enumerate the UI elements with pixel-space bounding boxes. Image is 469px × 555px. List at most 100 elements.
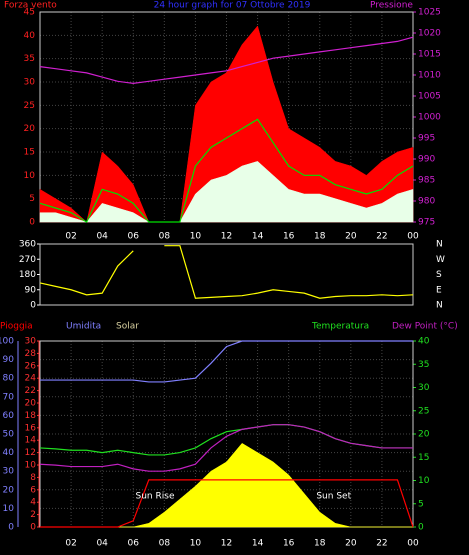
- y3-tick-label: 20: [25, 399, 37, 409]
- x-tick-label: 10: [190, 232, 202, 242]
- y-tick-label: 180: [19, 270, 36, 280]
- x-tick-label: 06: [128, 539, 140, 549]
- y-tick-label: 45: [24, 8, 35, 18]
- y2-tick-label: 20: [418, 430, 430, 440]
- x-tick-label: 14: [252, 232, 264, 242]
- y2-tick-label: 990: [418, 155, 435, 165]
- y2-tick-label: 980: [418, 197, 435, 207]
- y-tick-label: 90: [25, 285, 37, 295]
- line: [39, 245, 414, 299]
- area: [39, 161, 414, 223]
- y2-axis-label: Pressione: [370, 1, 413, 11]
- y-axis-label: Forza vento: [4, 1, 57, 11]
- area: [39, 25, 414, 223]
- y3-tick-label: 2: [30, 510, 36, 520]
- annotation: Sun Set: [316, 492, 351, 502]
- y2-tick-label: N: [436, 240, 443, 250]
- x-tick-label: 22: [376, 232, 387, 242]
- y3-tick-label: 28: [25, 349, 37, 359]
- line: [39, 118, 414, 223]
- y2-tick-label: 10: [418, 476, 430, 486]
- y-tick-label: 20: [24, 124, 36, 134]
- y-tick-label: 80: [3, 374, 15, 384]
- line: [39, 424, 413, 472]
- y2-tick-label: 975: [418, 218, 435, 228]
- y-tick-label: 90: [3, 355, 15, 365]
- y2-tick-label: E: [436, 285, 442, 295]
- y-tick-label: 0: [29, 218, 35, 228]
- annotation: Sun Rise: [136, 492, 175, 502]
- y-tick-label: 0: [30, 301, 36, 311]
- y3-tick-label: 14: [25, 436, 37, 446]
- x-tick-label: 18: [314, 539, 326, 549]
- y3-tick-label: 26: [25, 361, 37, 371]
- y-tick-label: 20: [3, 485, 15, 495]
- y-tick-label: 270: [19, 255, 36, 265]
- x-tick-label: 12: [221, 539, 232, 549]
- y-tick-label: 70: [3, 392, 15, 402]
- x-tick-label: 04: [96, 232, 108, 242]
- y2-tick-label: 1020: [418, 29, 441, 39]
- x-tick-label: 02: [65, 232, 76, 242]
- y3-tick-label: 22: [25, 386, 36, 396]
- x-tick-label: 10: [190, 539, 202, 549]
- y-tick-label: 50: [3, 430, 15, 440]
- line: [40, 340, 413, 383]
- line: [39, 36, 414, 85]
- y-tick-label: 5: [29, 194, 35, 204]
- x-tick-label: 20: [345, 539, 357, 549]
- plot-frame: [39, 243, 414, 306]
- x-tick-label: 04: [96, 539, 108, 549]
- x-tick-label: 20: [345, 232, 357, 242]
- y2-tick-label: 1015: [418, 50, 441, 60]
- y-tick-label: 0: [8, 523, 14, 533]
- y3-tick-label: 0: [30, 523, 36, 533]
- y-tick-label: 30: [3, 467, 15, 477]
- y2-tick-label: 985: [418, 176, 435, 186]
- x-tick-label: 16: [283, 539, 295, 549]
- chart-title: 24 hour graph for 07 Ottobre 2019: [154, 1, 311, 11]
- y2-tick-label: 35: [418, 360, 429, 370]
- y3-tick-label: 4: [30, 498, 36, 508]
- y-tick-label: 25: [24, 101, 35, 111]
- x-tick-label: 08: [159, 232, 171, 242]
- y-tick-label: 15: [24, 148, 35, 158]
- line: [40, 479, 414, 528]
- legend-label: Temperatura: [311, 322, 369, 332]
- y2-tick-label: S: [436, 270, 442, 280]
- y3-tick-label: 12: [25, 448, 36, 458]
- y-tick-label: 10: [3, 504, 15, 514]
- y2-tick-label: 15: [418, 453, 429, 463]
- x-tick-label: 00: [407, 539, 419, 549]
- legend-label: Solar: [116, 322, 139, 332]
- x-tick-label: 00: [407, 232, 419, 242]
- y2-tick-label: 1025: [418, 8, 441, 18]
- y-tick-label: 100: [0, 337, 14, 347]
- y2-tick-label: W: [436, 255, 445, 265]
- x-tick-label: 02: [65, 539, 76, 549]
- y2-tick-label: 0: [418, 523, 424, 533]
- legend-label: Umidita: [66, 322, 101, 332]
- y2-tick-label: 1000: [418, 113, 441, 123]
- y2-tick-label: 995: [418, 134, 435, 144]
- x-tick-label: 16: [283, 232, 295, 242]
- y2-tick-label: 5: [418, 499, 424, 509]
- y3-tick-label: 10: [25, 461, 37, 471]
- y2-tick-label: 30: [418, 383, 430, 393]
- y2-tick-label: 25: [418, 406, 429, 416]
- x-tick-label: 06: [128, 232, 140, 242]
- x-tick-label: 12: [221, 232, 232, 242]
- y2-tick-label: 1005: [418, 92, 441, 102]
- y2-tick-label: 1010: [418, 71, 441, 81]
- y-tick-label: 60: [3, 411, 15, 421]
- x-tick-label: 22: [376, 539, 387, 549]
- y3-tick-label: 6: [30, 485, 36, 495]
- x-tick-label: 14: [252, 539, 264, 549]
- y-tick-label: 40: [3, 448, 15, 458]
- legend-label: Pioggia: [0, 322, 33, 332]
- y3-tick-label: 16: [25, 423, 37, 433]
- y3-tick-label: 8: [30, 473, 36, 483]
- y3-tick-label: 30: [25, 337, 37, 347]
- legend-label: Dew Point (°C): [392, 322, 458, 332]
